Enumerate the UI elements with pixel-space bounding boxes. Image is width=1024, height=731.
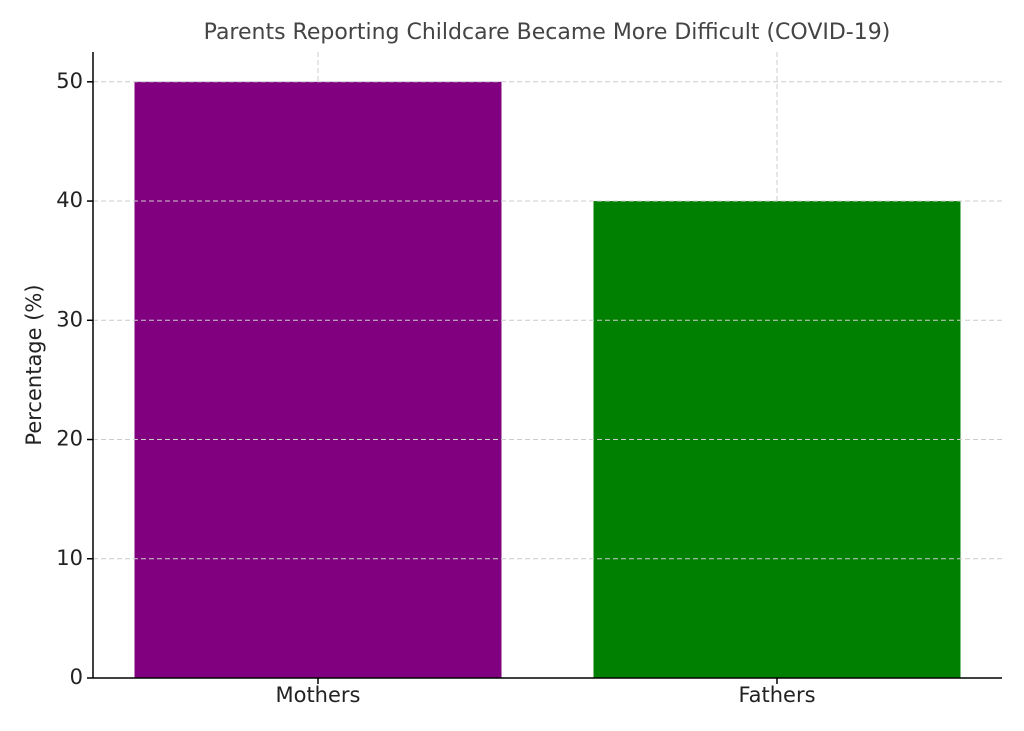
y-tick-label: 40 xyxy=(56,188,83,212)
y-tick-label: 10 xyxy=(56,546,83,570)
chart-title: Parents Reporting Childcare Became More … xyxy=(204,20,891,45)
y-tick-label: 50 xyxy=(56,69,83,93)
y-tick-label: 30 xyxy=(56,307,83,331)
x-tick-label: Fathers xyxy=(738,683,815,707)
y-tick-label: 0 xyxy=(70,665,83,689)
bar xyxy=(134,81,502,679)
y-axis-label: Percentage (%) xyxy=(22,284,46,445)
x-tick-label: Mothers xyxy=(275,683,360,707)
y-tick-label: 20 xyxy=(56,427,83,451)
